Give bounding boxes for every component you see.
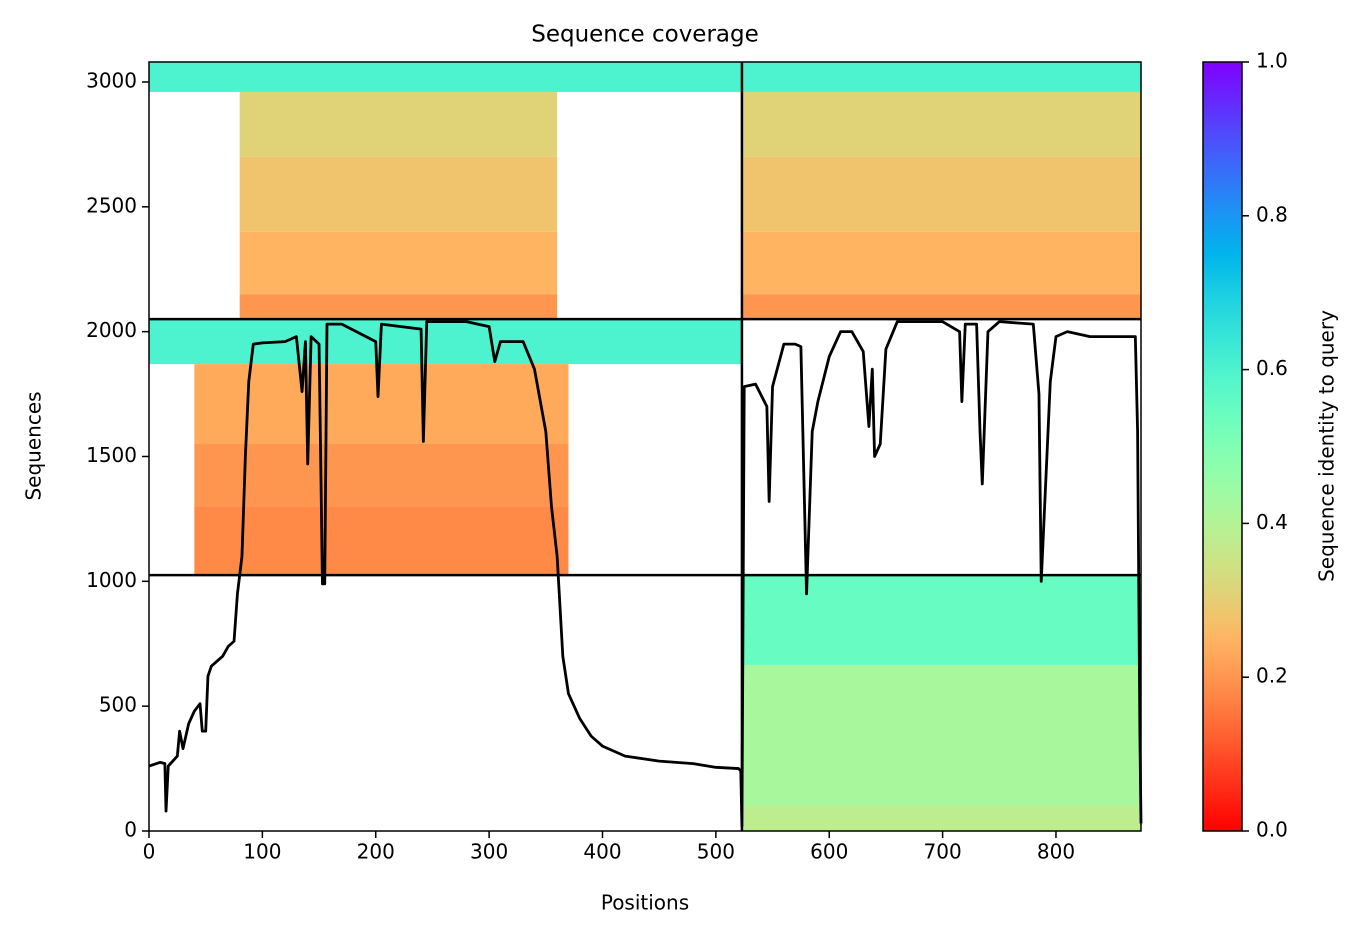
coverage-block — [194, 506, 569, 576]
coverage-block — [239, 294, 558, 320]
y-tick-label: 1000 — [86, 568, 137, 592]
x-tick-label: 400 — [583, 840, 621, 864]
coverage-block — [239, 156, 558, 232]
y-tick-label: 500 — [99, 693, 137, 717]
x-tick-label: 800 — [1037, 840, 1075, 864]
coverage-block — [741, 156, 1141, 232]
y-tick-label: 3000 — [86, 68, 137, 92]
y-tick-label: 2500 — [86, 193, 137, 217]
x-tick-label: 100 — [243, 840, 281, 864]
coverage-block — [741, 91, 1141, 157]
colorbar-tick-label: 0.6 — [1256, 356, 1288, 380]
x-tick-label: 700 — [924, 840, 962, 864]
colorbar-tick-label: 0.2 — [1256, 664, 1288, 688]
coverage-block — [239, 231, 558, 295]
coverage-line — [148, 320, 1143, 828]
y-tick-label: 2000 — [86, 318, 137, 342]
colorbar-tick-label: 0.4 — [1256, 510, 1288, 534]
coverage-block — [741, 231, 1141, 295]
x-tick-label: 300 — [470, 840, 508, 864]
coverage-block — [239, 91, 558, 157]
coverage-block — [741, 664, 1141, 807]
x-axis-label: Positions — [601, 891, 689, 915]
y-axis-label: Sequences — [22, 391, 46, 500]
colorbar-tick-label: 0.0 — [1256, 818, 1288, 842]
coverage-block — [741, 62, 1141, 92]
x-tick-label: 0 — [143, 840, 156, 864]
coverage-block — [149, 319, 742, 365]
plot-frame — [148, 61, 1142, 832]
coverage-block — [741, 575, 1141, 665]
y-tick-label: 0 — [124, 818, 137, 842]
x-tick-label: 600 — [810, 840, 848, 864]
x-tick-label: 500 — [697, 840, 735, 864]
chart-title: Sequence coverage — [531, 22, 759, 48]
y-tick-label: 1500 — [86, 443, 137, 467]
coverage-block — [741, 294, 1141, 320]
colorbar-label: Sequence identity to query — [1315, 310, 1339, 582]
coverage-block — [149, 62, 742, 92]
colorbar-tick-label: 0.8 — [1256, 202, 1288, 226]
x-tick-label: 200 — [357, 840, 395, 864]
coverage-block — [741, 806, 1141, 831]
plot-area — [148, 62, 1143, 831]
coverage-block — [194, 444, 569, 507]
colorbar — [1202, 61, 1243, 832]
coverage-block — [194, 364, 569, 445]
colorbar-tick-label: 1.0 — [1256, 49, 1288, 73]
